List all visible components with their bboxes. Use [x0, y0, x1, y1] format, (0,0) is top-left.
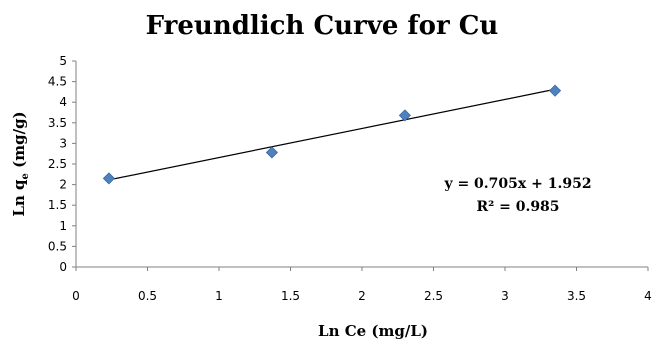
y-tick-label: 3 — [59, 136, 67, 150]
chart-title: Freundlich Curve for Cu — [146, 11, 499, 41]
y-tick-label: 1 — [59, 219, 67, 233]
data-point-marker — [398, 109, 411, 122]
x-tick-label: 1.5 — [281, 289, 300, 303]
x-tick-label: 3 — [501, 289, 509, 303]
x-tick-label: 2.5 — [424, 289, 443, 303]
y-axis-title-suffix: (mg/g) — [10, 111, 28, 173]
y-tick-label: 2.5 — [48, 157, 67, 171]
linear-trendline — [108, 88, 556, 181]
x-tick-label: 1 — [215, 289, 223, 303]
y-axis-ticks: 0 0.5 1 1.5 2 2.5 3 3.5 4 4.5 5 — [48, 54, 76, 274]
x-tick-label: 4 — [644, 289, 652, 303]
y-axis-title-main: Ln q — [10, 179, 28, 217]
r-squared-label: R² = 0.985 — [476, 199, 559, 215]
x-axis-title: Ln Ce (mg/L) — [318, 322, 428, 339]
trendline-group — [108, 88, 556, 181]
x-tick-label: 3.5 — [567, 289, 586, 303]
y-tick-label: 4 — [59, 95, 67, 109]
y-tick-label: 0.5 — [48, 239, 67, 253]
y-tick-label: 1.5 — [48, 198, 67, 212]
trendline-equation: y = 0.705x + 1.952 — [443, 176, 591, 192]
x-tick-label: 2 — [358, 289, 366, 303]
y-tick-label: 4.5 — [48, 75, 67, 89]
data-point-marker — [265, 146, 278, 159]
plot-area: 0 0.5 1 1.5 2 2.5 3 3.5 4 4.5 5 0 0.5 1 1.5 2 2.5 3 3.5 4 — [48, 54, 652, 303]
data-point-marker — [548, 84, 562, 97]
y-axis-title-subscript: e — [20, 173, 31, 179]
x-tick-label: 0 — [72, 289, 80, 303]
y-tick-label: 5 — [59, 54, 67, 68]
y-axis-title: Ln qe (mg/g) — [10, 111, 31, 216]
data-point-marker — [102, 172, 115, 185]
y-tick-label: 0 — [59, 260, 67, 274]
y-tick-label: 3.5 — [48, 116, 67, 130]
x-tick-label: 0.5 — [138, 289, 157, 303]
y-tick-label: 2 — [59, 178, 67, 192]
data-markers — [102, 84, 562, 185]
x-axis-ticks: 0 0.5 1 1.5 2 2.5 3 3.5 4 — [72, 267, 652, 303]
